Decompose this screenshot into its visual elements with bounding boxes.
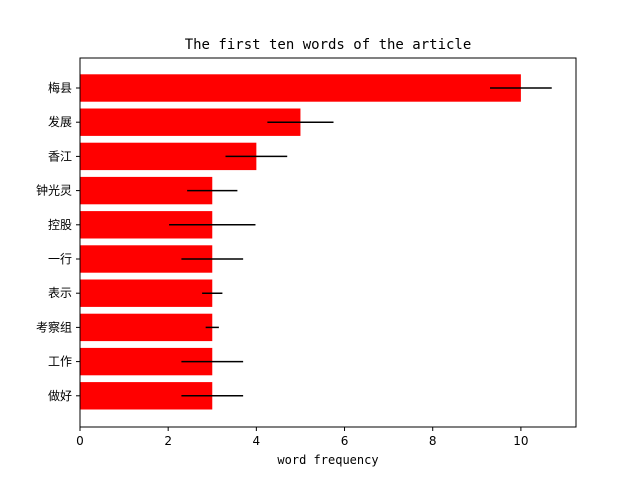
y-tick-label: 考察组 bbox=[36, 320, 72, 334]
bar bbox=[80, 74, 521, 102]
y-tick-label: 表示 bbox=[48, 286, 72, 300]
y-tick-label: 工作 bbox=[48, 355, 72, 369]
bar bbox=[80, 279, 213, 307]
x-tick-label: 6 bbox=[341, 434, 349, 448]
x-tick-label: 10 bbox=[513, 434, 528, 448]
plot-frame bbox=[79, 57, 577, 428]
y-tick-label: 钟光灵 bbox=[36, 183, 72, 198]
y-tick-label: 做好 bbox=[48, 388, 72, 403]
error-bars-group bbox=[169, 87, 552, 397]
x-axis-label: word frequency bbox=[277, 453, 378, 467]
x-tick-label: 0 bbox=[76, 434, 84, 448]
y-tick-label: 一行 bbox=[48, 252, 72, 266]
chart-title: The first ten words of the article bbox=[185, 37, 472, 53]
y-tick-label: 梅县 bbox=[48, 80, 72, 95]
x-axis-ticks: 0 2 4 6 8 10 bbox=[76, 427, 529, 448]
y-tick-label: 控股 bbox=[48, 218, 72, 232]
bar bbox=[80, 108, 301, 136]
x-tick-label: 2 bbox=[164, 434, 172, 448]
bar bbox=[80, 313, 213, 342]
y-tick-label: 香江 bbox=[48, 149, 72, 163]
x-tick-label: 8 bbox=[429, 434, 437, 448]
y-tick-label: 发展 bbox=[48, 114, 72, 129]
x-tick-label: 4 bbox=[253, 434, 261, 448]
